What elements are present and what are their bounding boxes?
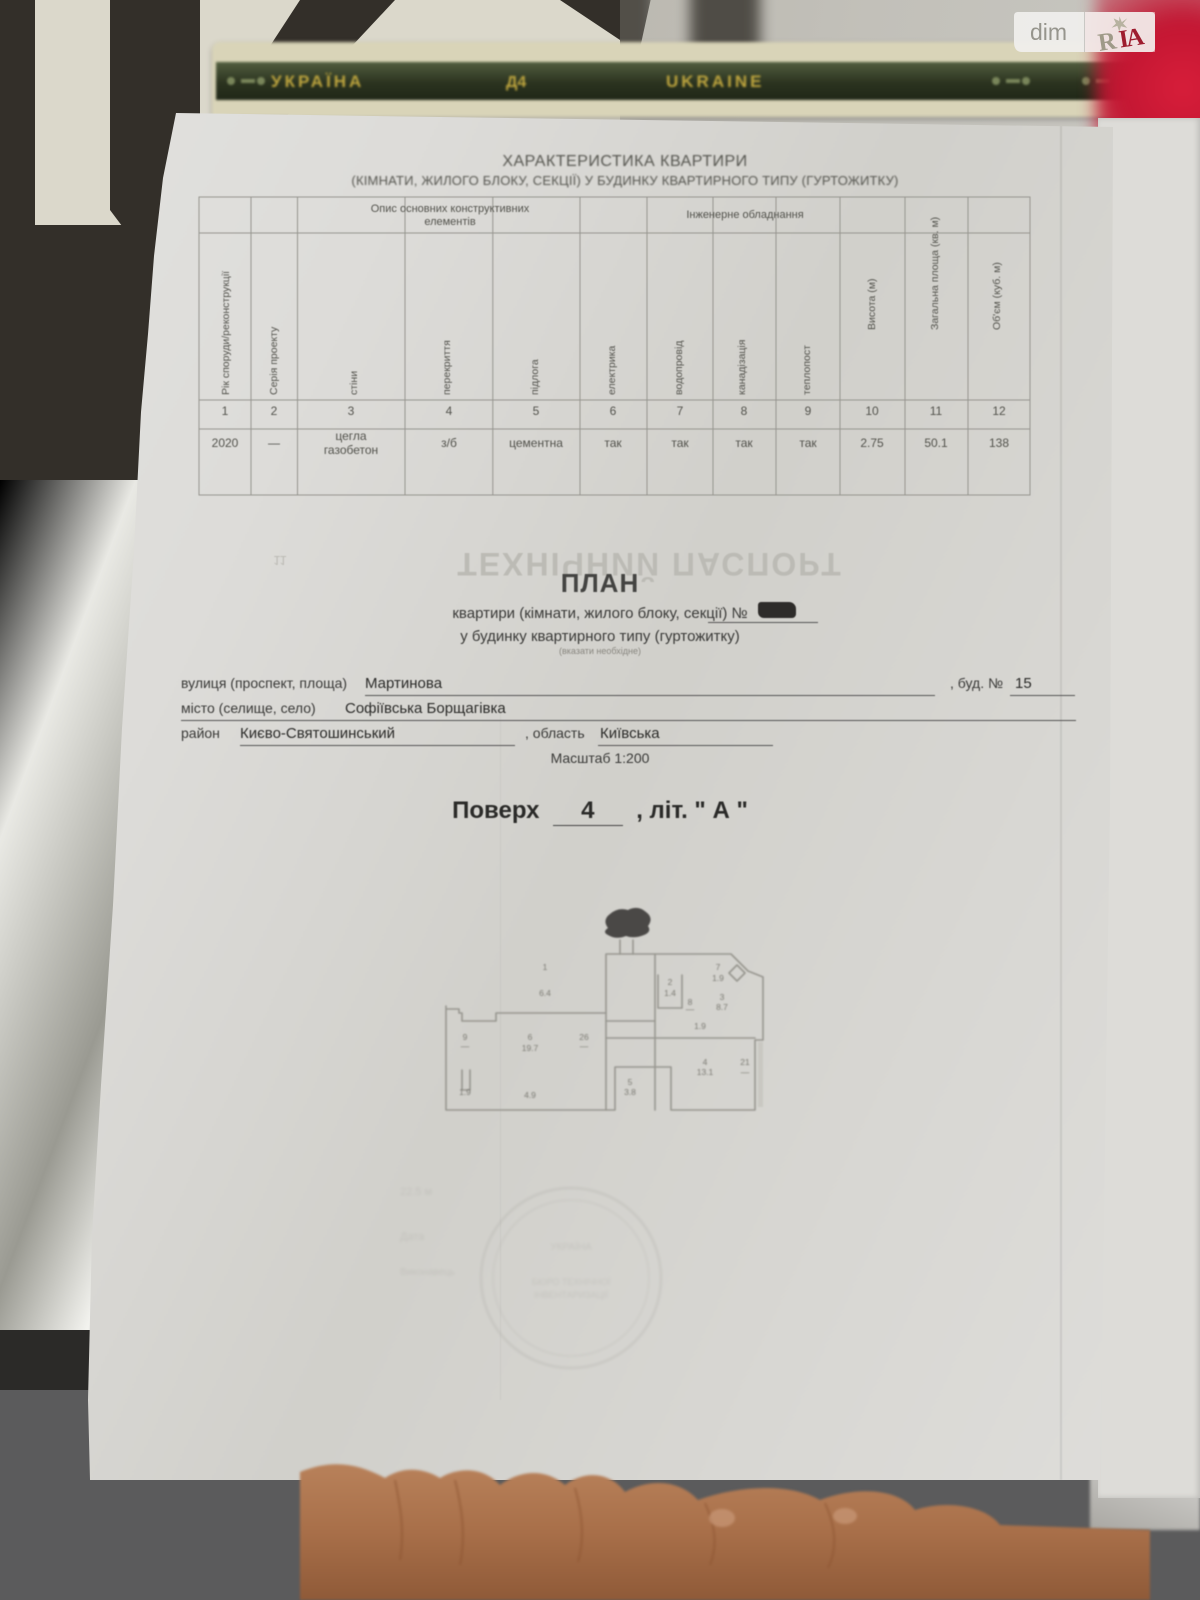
- svg-text:dim: dim: [1030, 19, 1067, 45]
